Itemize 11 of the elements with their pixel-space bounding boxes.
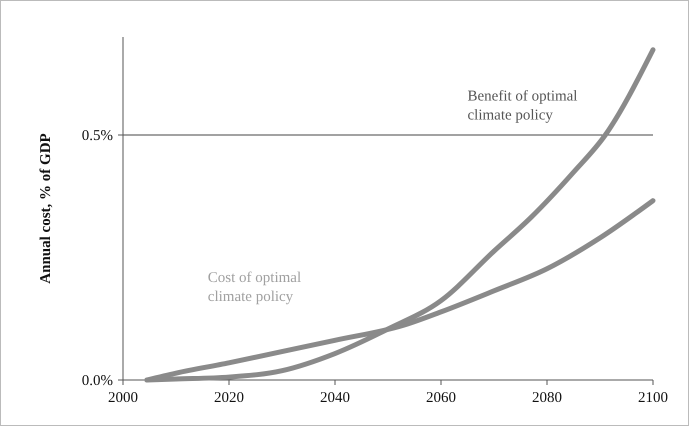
y-axis-title: Annual cost, % of GDP <box>38 133 54 284</box>
x-tick-label: 2100 <box>638 390 668 406</box>
x-tick-label: 2040 <box>320 390 350 406</box>
x-tick-label: 2060 <box>426 390 456 406</box>
y-tick-label: 0.0% <box>82 373 113 389</box>
x-tick-label: 2000 <box>108 390 138 406</box>
x-tick-label: 2020 <box>214 390 244 406</box>
x-tick-label: 2080 <box>532 390 562 406</box>
series-label: Benefit of optimal climate policy <box>468 88 578 124</box>
text: Cost of optimal climate policy <box>208 270 302 305</box>
y-tick-label: 0.5% <box>82 128 113 144</box>
